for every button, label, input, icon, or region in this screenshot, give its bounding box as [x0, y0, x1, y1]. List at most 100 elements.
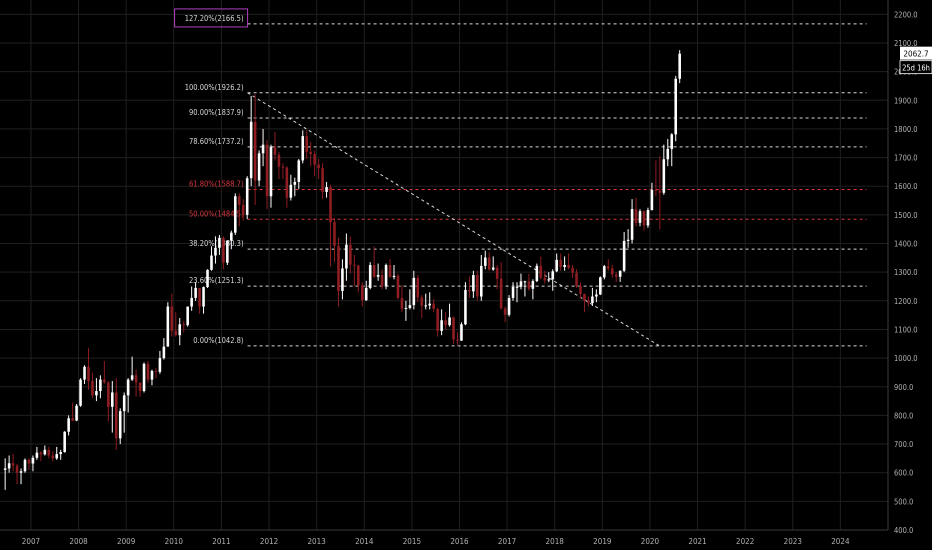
- candle-body: [107, 382, 110, 407]
- candle-body: [329, 187, 332, 223]
- candle-body: [587, 300, 590, 304]
- last-price-box: [900, 46, 932, 60]
- candle-body: [337, 245, 340, 292]
- candle-body: [241, 204, 245, 215]
- x-tick-label: 2007: [22, 537, 40, 546]
- candle-body: [289, 184, 293, 198]
- candle-body: [595, 294, 598, 297]
- candle-body: [523, 281, 527, 283]
- trendline[interactable]: [247, 92, 660, 347]
- candle-body: [614, 274, 618, 277]
- candle-body: [19, 471, 23, 473]
- candle-body: [31, 457, 35, 464]
- candle-body: [428, 303, 432, 306]
- grid: [0, 0, 888, 531]
- candle-body: [265, 144, 269, 197]
- x-tick-label: 2017: [498, 537, 516, 546]
- candle-body: [606, 266, 610, 269]
- candle-body: [146, 363, 150, 380]
- candle-body: [654, 189, 658, 191]
- candle-body: [515, 286, 519, 288]
- candle-body: [194, 287, 197, 298]
- candle-body: [599, 277, 602, 295]
- y-tick-label: 1800.0: [894, 125, 918, 134]
- x-tick-label: 2015: [403, 537, 421, 546]
- candle-body: [412, 277, 416, 306]
- candle-body: [527, 281, 531, 289]
- candle-body: [237, 196, 241, 205]
- candle-body: [674, 78, 678, 135]
- candle-body: [424, 305, 428, 307]
- candle-body: [610, 268, 614, 275]
- candle-body: [55, 454, 59, 459]
- candle-body: [178, 324, 182, 336]
- candle-body: [281, 166, 285, 168]
- candle-body: [198, 287, 201, 307]
- candle-body: [563, 265, 566, 268]
- fib-level-label: 90.00%(1837.9): [189, 108, 244, 117]
- candle-body: [122, 395, 126, 412]
- candle-body: [285, 167, 289, 198]
- x-tick-label: 2008: [69, 537, 88, 546]
- y-tick-label: 900.0: [894, 383, 913, 392]
- price-labels: 2062.7 25d 16h: [899, 46, 932, 75]
- candle-body: [400, 297, 404, 309]
- candle-body: [583, 293, 586, 301]
- candle-body: [432, 303, 435, 309]
- fib-level-label: 50.00%(1484.5): [189, 209, 244, 218]
- candle-body: [678, 53, 681, 79]
- x-tick-label: 2013: [307, 537, 325, 546]
- candle-body: [206, 269, 209, 288]
- candle-body: [39, 452, 43, 455]
- candle-body: [202, 287, 205, 307]
- candle-body: [114, 392, 118, 439]
- candle-body: [71, 418, 74, 421]
- y-tick-label: 1700.0: [894, 154, 918, 163]
- candle-body: [190, 297, 193, 307]
- y-tick-label: 1500.0: [894, 211, 918, 220]
- x-tick-label: 2019: [593, 537, 612, 546]
- candle-body: [118, 411, 122, 439]
- candle-body: [364, 287, 368, 301]
- candle-body: [83, 366, 86, 380]
- fibonacci-retracement[interactable]: 127.20%(2166.5) 100.00%(1926.2) 90.00%(183…: [174, 8, 867, 347]
- candle-body: [658, 190, 662, 193]
- x-tick-label: 2018: [546, 537, 565, 546]
- candle-body: [448, 317, 451, 326]
- candle-body: [547, 279, 551, 281]
- x-axis[interactable]: 2007 2008 2009 2010 2011 2012 2013 2014 2015 2016…: [0, 529, 888, 546]
- candle-body: [142, 363, 146, 392]
- candle-body: [416, 277, 420, 298]
- candle-body: [507, 297, 511, 315]
- candle-body: [230, 232, 233, 241]
- candle-body: [440, 320, 443, 331]
- fib-level-label: 38.20%(1380.3): [189, 239, 244, 248]
- trendline-line[interactable]: [247, 92, 660, 347]
- candle-body: [670, 134, 674, 149]
- candle-body: [63, 431, 66, 453]
- candle-body: [472, 275, 475, 292]
- candle-body: [420, 297, 424, 306]
- candle-body: [111, 392, 114, 407]
- candle-body: [95, 391, 98, 396]
- y-axis[interactable]: 400.0 500.0 600.0 700.0 800.0 900.0 1000.0 1100…: [887, 0, 918, 535]
- candle-body: [444, 320, 447, 326]
- candle-body: [499, 278, 503, 309]
- candle-body: [245, 178, 249, 215]
- candle-body: [642, 211, 646, 226]
- candle-body: [392, 275, 396, 278]
- candle-body: [313, 154, 316, 165]
- candle-body: [368, 265, 372, 288]
- candle-body: [301, 136, 305, 161]
- candle-body: [293, 181, 297, 185]
- x-tick-label: 2020: [641, 537, 660, 546]
- candle-body: [567, 265, 570, 268]
- y-tick-label: 1300.0: [894, 268, 918, 277]
- candle-body: [396, 275, 400, 298]
- candle-body: [571, 267, 574, 273]
- candle-body: [333, 222, 336, 246]
- candle-body: [7, 463, 11, 469]
- candles: [3, 50, 681, 490]
